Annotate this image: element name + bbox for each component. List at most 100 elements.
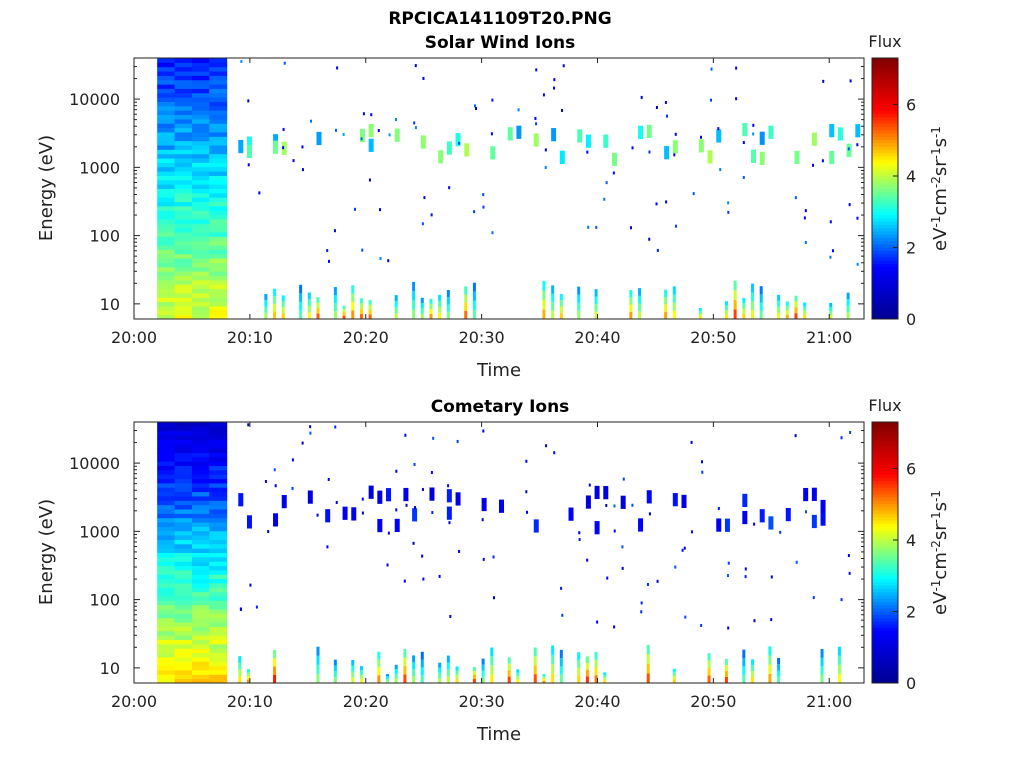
- heatmap-cell: [672, 679, 676, 683]
- heatmap-cell: [174, 500, 193, 506]
- heatmap-cell: [191, 561, 210, 567]
- heatmap-cell: [646, 583, 649, 587]
- heatmap-cell: [342, 312, 346, 316]
- heatmap-cell: [174, 556, 193, 562]
- heatmap-cell: [316, 297, 320, 303]
- heatmap-cell: [239, 607, 242, 611]
- heatmap-cell: [157, 227, 176, 233]
- heatmap-cell: [621, 545, 624, 549]
- heatmap-cell: [191, 574, 210, 580]
- heatmap-cell: [655, 106, 658, 110]
- heatmap-cell: [804, 240, 807, 244]
- colorbar-segment: [872, 195, 898, 199]
- heatmap-cell: [334, 425, 337, 429]
- heatmap-cell: [700, 624, 703, 628]
- heatmap-cell: [605, 503, 608, 507]
- heatmap-cell: [209, 275, 228, 281]
- heatmap-cell: [191, 75, 210, 81]
- heatmap-cell: [785, 301, 789, 306]
- heatmap-cell: [174, 439, 193, 445]
- heatmap-cell: [273, 288, 277, 297]
- heatmap-cell: [209, 509, 228, 514]
- heatmap-cell: [361, 248, 364, 252]
- colorbar-segment: [872, 519, 898, 524]
- colorbar-title-cometary: Flux: [868, 396, 901, 415]
- colorbar-segment: [872, 142, 898, 147]
- heatmap-cell: [209, 517, 228, 523]
- colorbar-segment: [872, 480, 898, 485]
- heatmap-cell: [174, 192, 193, 198]
- heatmap-cell: [174, 596, 193, 601]
- heatmap-cell: [525, 459, 528, 463]
- colorbar-segment: [872, 611, 898, 615]
- heatmap-cell: [157, 175, 176, 181]
- y-tick-label: 10000: [69, 90, 120, 109]
- heatmap-cell: [174, 504, 193, 510]
- heatmap-cell: [446, 655, 450, 663]
- colorbar-segment: [872, 110, 898, 114]
- heatmap-cell: [829, 123, 835, 138]
- heatmap-cell: [846, 299, 850, 306]
- heatmap-cell: [559, 150, 565, 164]
- colorbar-tick-label: 0: [906, 674, 916, 693]
- colorbar-segment: [872, 116, 898, 121]
- heatmap-cell: [191, 517, 210, 523]
- heatmap-cell: [533, 647, 537, 657]
- colorbar-segment: [872, 286, 898, 291]
- heatmap-cell: [359, 670, 363, 675]
- heatmap-cell: [209, 474, 228, 480]
- heatmap-cell: [174, 574, 193, 580]
- heatmap-cell: [700, 135, 703, 139]
- heatmap-cell: [672, 493, 678, 507]
- heatmap-cell: [690, 440, 693, 444]
- heatmap-cell: [209, 145, 228, 150]
- heatmap-cell: [301, 168, 304, 172]
- heatmap-cell: [742, 493, 748, 508]
- heatmap-cell: [191, 301, 210, 307]
- heatmap-cell: [209, 422, 228, 427]
- heatmap-cell: [664, 304, 668, 312]
- heatmap-cell: [595, 225, 598, 229]
- heatmap-cell: [281, 313, 285, 319]
- heatmap-cell: [422, 577, 425, 581]
- heatmap-cell: [191, 565, 210, 571]
- colorbar-segment: [872, 185, 898, 189]
- heatmap-cell: [359, 313, 363, 319]
- heatmap-cell: [481, 658, 485, 665]
- x-tick-label: 20:40: [574, 692, 620, 711]
- heatmap-cell: [429, 487, 435, 501]
- heatmap-cell: [191, 305, 210, 311]
- heatmap-cell: [174, 227, 193, 233]
- x-tick-label: 20:00: [111, 692, 157, 711]
- heatmap-cell: [157, 517, 176, 523]
- heatmap-cell: [394, 673, 398, 679]
- heatmap-cell: [157, 236, 176, 242]
- heatmap-cell: [777, 300, 781, 307]
- heatmap-cell: [420, 297, 424, 304]
- heatmap-cell: [326, 249, 329, 253]
- heatmap-cell: [820, 499, 826, 514]
- heatmap-cell: [472, 675, 476, 680]
- heatmap-cell: [368, 123, 374, 138]
- heatmap-cell: [403, 487, 409, 502]
- heatmap-cell: [351, 310, 355, 319]
- heatmap-cell: [273, 296, 277, 304]
- heatmap-cell: [759, 151, 765, 165]
- heatmap-cell: [273, 468, 276, 472]
- colorbar-segment: [872, 126, 898, 131]
- heatmap-cell: [174, 630, 193, 636]
- heatmap-cell: [533, 674, 537, 683]
- heatmap-cell: [174, 232, 193, 237]
- heatmap-cell: [209, 604, 228, 610]
- heatmap-cell: [578, 538, 581, 542]
- heatmap-cell: [446, 297, 450, 305]
- colorbar-segment: [872, 562, 898, 567]
- heatmap-cell: [472, 309, 476, 319]
- colorbar-frame: [871, 421, 899, 684]
- heatmap-cell: [724, 518, 730, 532]
- heatmap-cell: [768, 655, 772, 665]
- heatmap-cell: [157, 66, 176, 72]
- heatmap-cell: [553, 86, 556, 90]
- heatmap-cell: [191, 158, 210, 163]
- heatmap-cell: [209, 652, 228, 658]
